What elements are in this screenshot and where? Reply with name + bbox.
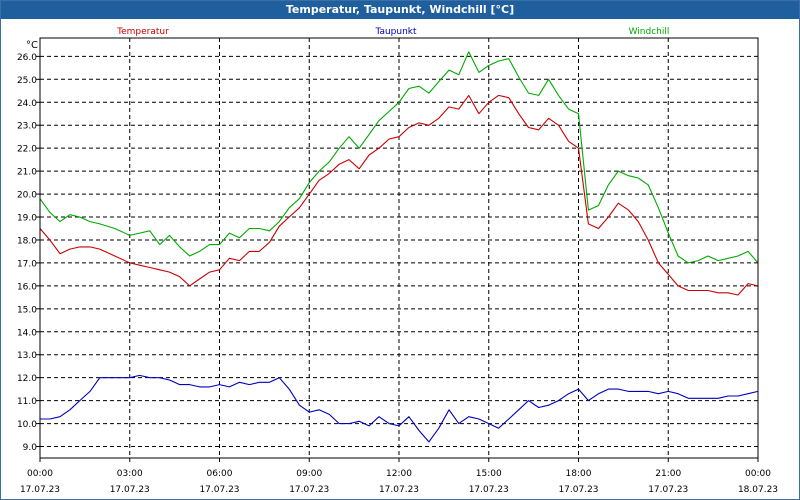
y-tick-label: 25.0 — [17, 76, 37, 86]
y-tick-label: 13.0 — [17, 351, 37, 361]
y-tick-labels: 9.0 10.0 11.0 12.0 13.0 14.0 15.0 16.0 17.0 18.0 1… — [17, 53, 37, 453]
series-line-windchill — [39, 51, 759, 264]
x-tick-date-label: 17.07.23 — [558, 485, 598, 495]
y-tick-label: 16.0 — [17, 282, 37, 292]
y-tick-label: 20.0 — [17, 191, 37, 201]
x-tick-time-label: 12:00 — [386, 469, 412, 479]
legend: Temperatur Taupunkt Windchill — [116, 27, 669, 37]
legend-label-temperatur: Temperatur — [116, 27, 169, 37]
y-tick-label: 9.0 — [23, 443, 38, 453]
series-lines — [39, 51, 759, 443]
grid-lines — [36, 38, 759, 462]
x-tick-date-label: 17.07.23 — [110, 485, 150, 495]
x-tick-time-label: 00:00 — [745, 469, 771, 479]
x-tick-time-label: 03:00 — [117, 469, 143, 479]
legend-label-taupunkt: Taupunkt — [374, 27, 417, 37]
x-tick-time-label: 06:00 — [207, 469, 233, 479]
y-tick-label: 19.0 — [17, 214, 37, 224]
y-tick-label: 22.0 — [17, 145, 37, 155]
x-tick-time-label: 09:00 — [296, 469, 322, 479]
y-tick-label: 24.0 — [17, 99, 37, 109]
x-tick-date-label: 17.07.23 — [20, 485, 60, 495]
x-tick-date-label: 18.07.23 — [738, 485, 778, 495]
y-tick-label: 23.0 — [17, 122, 37, 132]
plot-border — [39, 37, 759, 459]
x-tick-time-label: 18:00 — [566, 469, 592, 479]
y-tick-label: 18.0 — [17, 236, 37, 246]
y-tick-label: 15.0 — [17, 305, 37, 315]
chart-title: Temperatur, Taupunkt, Windchill [°C] — [1, 1, 799, 19]
y-tick-label: 17.0 — [17, 259, 37, 269]
x-tick-time-label: 00:00 — [27, 469, 53, 479]
x-tick-date-label: 17.07.23 — [648, 485, 688, 495]
x-tick-date-label: 17.07.23 — [379, 485, 419, 495]
x-tick-date-label: 17.07.23 — [199, 485, 239, 495]
series-line-taupunkt — [40, 374, 759, 443]
x-tick-time-label: 21:00 — [655, 469, 681, 479]
legend-label-windchill: Windchill — [629, 27, 670, 37]
y-tick-label: 26.0 — [17, 53, 37, 63]
x-tick-date-label: 17.07.23 — [289, 485, 329, 495]
y-tick-label: 11.0 — [17, 397, 37, 407]
y-tick-label: 12.0 — [17, 374, 37, 384]
y-tick-label: 14.0 — [17, 328, 37, 338]
y-tick-label: 10.0 — [17, 420, 37, 430]
y-axis-label: °C — [26, 40, 38, 51]
y-tick-label: 21.0 — [17, 168, 37, 178]
x-tick-date-label: 17.07.23 — [469, 485, 509, 495]
series-line-temperatur — [39, 94, 759, 296]
x-tick-time-label: 15:00 — [476, 469, 502, 479]
x-tick-labels: 00:00 17.07.23 03:00 17.07.23 06:00 17.07.23 0… — [20, 469, 778, 495]
